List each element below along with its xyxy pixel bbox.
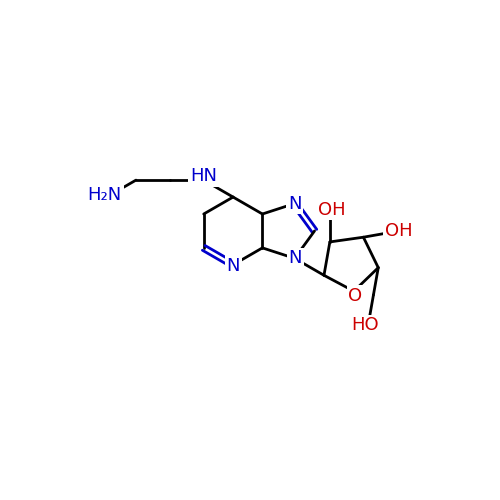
Text: N: N [226, 256, 240, 274]
Text: N: N [288, 194, 302, 212]
Text: O: O [348, 287, 362, 305]
Text: H₂N: H₂N [88, 186, 122, 204]
Text: N: N [288, 250, 302, 268]
Text: HO: HO [352, 316, 379, 334]
Text: OH: OH [318, 200, 345, 218]
Text: OH: OH [384, 222, 412, 240]
Text: HN: HN [190, 168, 217, 186]
